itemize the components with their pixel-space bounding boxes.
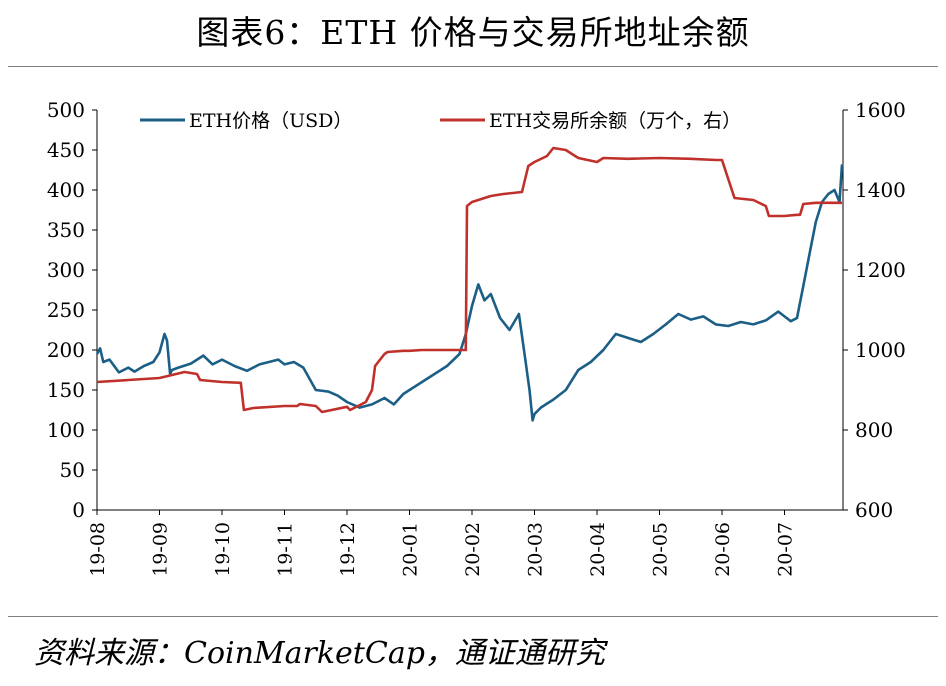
series-line-exchange-balance (96, 146, 842, 414)
left-tick-label: 100 (47, 418, 85, 442)
right-y-ticks: 600 800 1000 1200 1400 1600 (843, 98, 906, 522)
left-tick-label: 150 (47, 378, 85, 402)
right-tick-label: 1400 (855, 178, 906, 202)
series-layer (95, 146, 844, 422)
x-tick-label: 20-05 (650, 522, 672, 577)
x-tick-label: 19-10 (212, 522, 234, 577)
x-tick-label: 19-11 (275, 522, 297, 577)
source-divider (8, 616, 938, 617)
left-tick-label: 50 (60, 458, 85, 482)
right-tick-label: 600 (855, 498, 893, 522)
legend-label-exchange-balance: ETH交易所余额（万个，右） (489, 110, 741, 132)
left-tick-label: 500 (47, 98, 85, 122)
x-ticks: 19-08 19-09 19-10 19-11 19-12 20-01 20-02 20-03… (87, 510, 797, 577)
x-tick-label: 20-04 (587, 522, 609, 577)
left-tick-label: 0 (72, 498, 85, 522)
title-divider (8, 66, 938, 67)
left-tick-label: 350 (47, 218, 85, 242)
x-tick-label: 20-03 (525, 522, 547, 577)
right-tick-label: 1000 (855, 338, 906, 362)
source-note: 资料来源：CoinMarketCap，通证通研究 (34, 636, 605, 671)
left-tick-label: 200 (47, 338, 85, 362)
chart-title: 图表6：ETH 价格与交易所地址余额 (196, 13, 750, 52)
right-tick-label: 800 (855, 418, 893, 442)
right-tick-label: 1600 (855, 98, 906, 122)
legend: ETH价格（USD） ETH交易所余额（万个，右） (140, 110, 741, 132)
right-tick-label: 1200 (855, 258, 906, 282)
left-tick-label: 450 (47, 138, 85, 162)
x-tick-label: 20-02 (462, 522, 484, 577)
series-line-eth-price (95, 164, 844, 422)
x-tick-label: 20-07 (775, 522, 797, 577)
left-y-ticks: 0 50 100 150 200 250 300 350 400 450 500 (47, 98, 97, 522)
left-tick-label: 400 (47, 178, 85, 202)
x-tick-label: 20-01 (400, 522, 422, 577)
x-tick-label: 20-06 (712, 522, 734, 577)
left-tick-label: 300 (47, 258, 85, 282)
legend-label-eth-price: ETH价格（USD） (189, 110, 352, 132)
x-tick-label: 19-09 (150, 522, 172, 577)
left-tick-label: 250 (47, 298, 85, 322)
x-tick-label: 19-12 (337, 522, 359, 577)
x-tick-label: 19-08 (87, 522, 109, 577)
